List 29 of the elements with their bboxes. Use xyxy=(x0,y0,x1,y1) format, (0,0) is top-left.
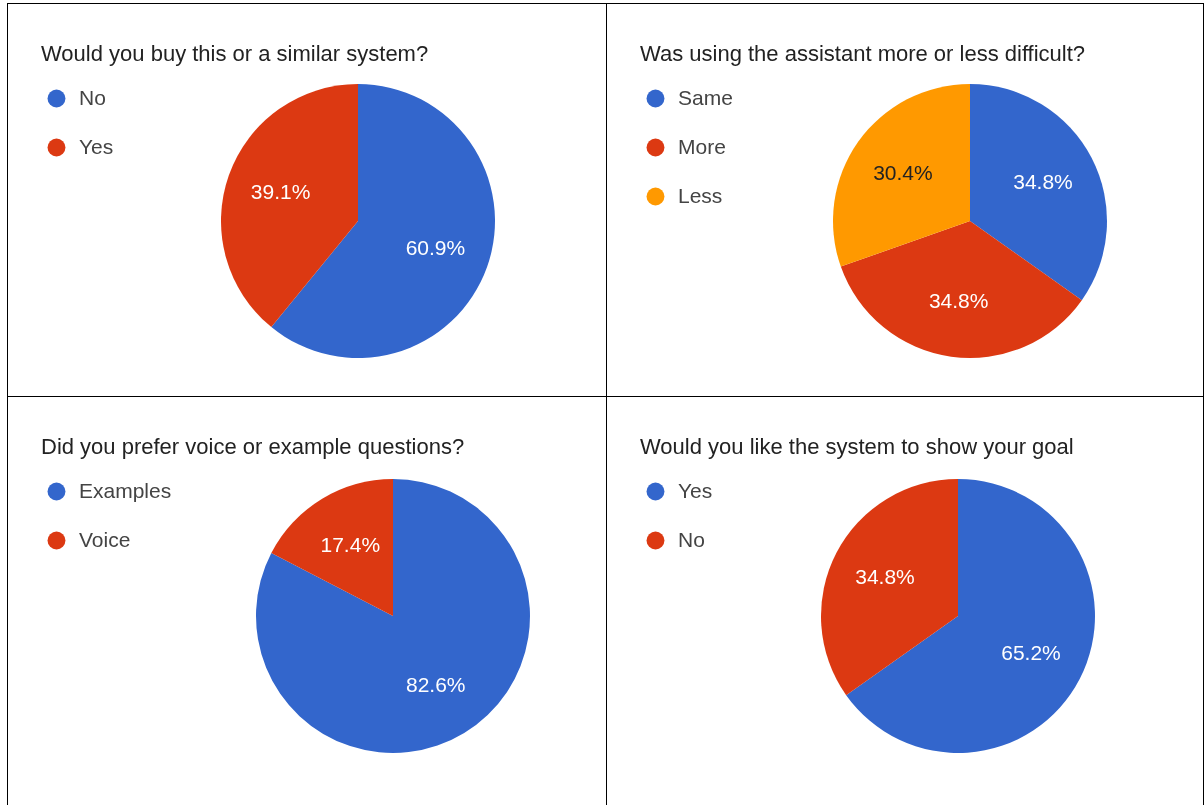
pie-slice xyxy=(256,479,530,753)
pie-slice xyxy=(221,84,358,328)
legend-label: Yes xyxy=(79,134,114,158)
pie-slice xyxy=(840,221,1082,358)
data-label: 60.9% xyxy=(405,235,466,259)
legend-label: Examples xyxy=(79,478,172,502)
chart-title: Would you buy this or a similar system? xyxy=(41,41,429,66)
legend-label: No xyxy=(678,527,705,551)
pie-slice xyxy=(821,479,958,696)
data-label: 65.2% xyxy=(1001,640,1061,664)
legend-label: Yes xyxy=(678,478,713,502)
data-label: 17.4% xyxy=(320,532,381,556)
pie-slice xyxy=(271,479,393,616)
pie-slice xyxy=(833,84,970,267)
data-label: 34.8% xyxy=(928,289,989,313)
legend-label: Same xyxy=(678,85,733,109)
chart-title: Did you prefer voice or example questions? xyxy=(41,434,465,459)
data-label: 82.6% xyxy=(405,673,466,697)
data-label: 39.1% xyxy=(250,180,311,204)
data-label: 30.4% xyxy=(873,160,933,184)
pie-slice xyxy=(846,479,1095,753)
data-label: 34.8% xyxy=(855,565,915,589)
legend-label: More xyxy=(678,134,726,158)
legend-label: Less xyxy=(678,183,723,207)
chart-title: Was using the assistant more or less difficult? xyxy=(640,41,1086,66)
legend-label: No xyxy=(79,85,106,109)
chart-title: Would you like the system to show your goal xyxy=(640,434,1074,459)
legend-label: Voice xyxy=(79,527,131,551)
data-label: 34.8% xyxy=(1013,170,1073,194)
